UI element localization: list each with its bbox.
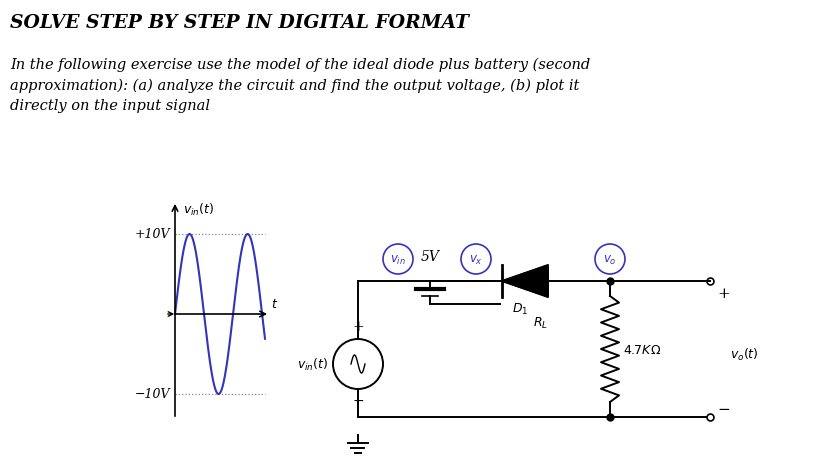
- Text: In the following exercise use the model of the ideal diode plus battery (second
: In the following exercise use the model …: [10, 58, 590, 113]
- Text: 5V: 5V: [420, 249, 439, 263]
- Text: −10V: −10V: [135, 388, 170, 401]
- Text: +: +: [717, 286, 730, 300]
- Text: $R_L$: $R_L$: [533, 315, 548, 330]
- Text: $4.7K\Omega$: $4.7K\Omega$: [623, 343, 661, 356]
- Text: $v_o$: $v_o$: [603, 253, 617, 266]
- Polygon shape: [502, 265, 548, 297]
- Text: $v_{in}(t)$: $v_{in}(t)$: [297, 356, 328, 372]
- Text: $v_{in}$: $v_{in}$: [390, 253, 406, 266]
- Text: +10V: +10V: [135, 228, 170, 241]
- Text: $t$: $t$: [271, 298, 278, 311]
- Text: SOLVE STEP BY STEP IN DIGITAL FORMAT: SOLVE STEP BY STEP IN DIGITAL FORMAT: [10, 14, 469, 32]
- Text: $v_{in}(t)$: $v_{in}(t)$: [183, 202, 215, 218]
- Text: −: −: [717, 402, 730, 416]
- Text: $D_1$: $D_1$: [512, 302, 528, 316]
- Text: −: −: [352, 393, 364, 407]
- Text: $v_o(t)$: $v_o(t)$: [730, 346, 759, 362]
- Text: $v_x$: $v_x$: [469, 253, 483, 266]
- Text: +: +: [352, 319, 364, 333]
